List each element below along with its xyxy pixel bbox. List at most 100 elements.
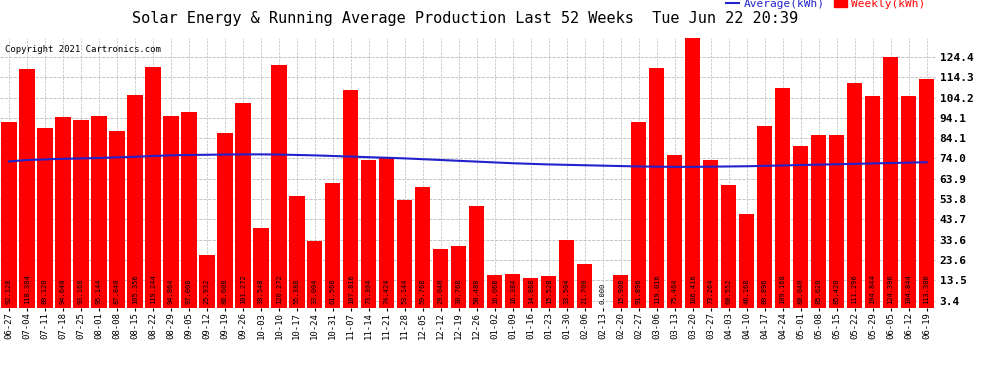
Text: 15.528: 15.528	[545, 279, 551, 304]
Text: 33.004: 33.004	[312, 279, 318, 304]
Bar	[344, 90, 358, 308]
Bar	[631, 122, 646, 308]
Text: 91.896: 91.896	[636, 279, 642, 304]
Bar	[487, 275, 502, 308]
Text: 86.608: 86.608	[222, 279, 228, 304]
Text: 85.620: 85.620	[816, 279, 822, 304]
Text: 14.868: 14.868	[528, 279, 534, 304]
Bar	[163, 116, 178, 308]
Text: 93.168: 93.168	[78, 279, 84, 304]
Bar	[613, 276, 629, 308]
Bar	[91, 116, 107, 308]
Bar	[757, 126, 772, 308]
Bar	[775, 87, 790, 308]
Text: 104.844: 104.844	[869, 275, 875, 304]
Bar	[865, 96, 880, 308]
Legend: Average(kWh), Weekly(kWh): Average(kWh), Weekly(kWh)	[722, 0, 930, 13]
Text: 59.768: 59.768	[420, 279, 426, 304]
Bar	[55, 117, 70, 308]
Bar	[667, 156, 682, 308]
Bar	[542, 276, 556, 308]
Text: 95.144: 95.144	[96, 279, 102, 304]
Text: 92.128: 92.128	[6, 279, 12, 304]
Bar	[685, 0, 700, 308]
Text: 15.900: 15.900	[618, 279, 624, 304]
Text: 80.040: 80.040	[798, 279, 804, 304]
Text: 94.640: 94.640	[60, 279, 66, 304]
Text: 33.504: 33.504	[563, 279, 569, 304]
Text: 104.844: 104.844	[906, 275, 912, 304]
Text: 89.896: 89.896	[761, 279, 767, 304]
Bar	[883, 57, 898, 308]
Bar	[415, 187, 431, 308]
Text: 50.480: 50.480	[474, 279, 480, 304]
Bar	[721, 186, 737, 308]
Bar	[1, 122, 17, 308]
Bar	[523, 278, 539, 308]
Bar	[128, 95, 143, 308]
Bar	[199, 255, 215, 308]
Bar	[253, 228, 268, 308]
Bar	[236, 104, 250, 308]
Text: 119.244: 119.244	[149, 275, 156, 304]
Text: 30.768: 30.768	[455, 279, 461, 304]
Bar	[217, 133, 233, 308]
Bar	[793, 146, 808, 308]
Bar	[146, 67, 160, 308]
Text: 94.864: 94.864	[168, 279, 174, 304]
Text: 46.168: 46.168	[743, 279, 749, 304]
Text: 55.388: 55.388	[294, 279, 300, 304]
Bar	[20, 69, 35, 308]
Bar	[38, 128, 52, 308]
Bar	[181, 112, 197, 308]
Text: 89.120: 89.120	[42, 279, 48, 304]
Bar	[109, 130, 125, 308]
Bar	[289, 196, 305, 308]
Text: 74.424: 74.424	[384, 279, 390, 304]
Bar	[846, 83, 862, 308]
Text: 113.300: 113.300	[924, 275, 930, 304]
Text: 166.416: 166.416	[690, 275, 696, 304]
Text: 73.304: 73.304	[366, 279, 372, 304]
Text: 87.840: 87.840	[114, 279, 120, 304]
Text: 75.464: 75.464	[671, 279, 678, 304]
Bar	[307, 241, 323, 308]
Bar	[271, 65, 286, 308]
Bar	[469, 206, 484, 308]
Bar	[829, 135, 844, 308]
Bar	[703, 160, 719, 308]
Bar	[811, 135, 827, 308]
Bar	[361, 160, 376, 308]
Text: 73.264: 73.264	[708, 279, 714, 304]
Text: 39.548: 39.548	[257, 279, 264, 304]
Bar	[379, 158, 394, 308]
Text: 118.304: 118.304	[24, 275, 30, 304]
Bar	[73, 120, 89, 308]
Text: 107.816: 107.816	[347, 275, 353, 304]
Text: 0.000: 0.000	[600, 283, 606, 304]
Bar	[901, 96, 916, 308]
Bar	[451, 246, 466, 308]
Text: Copyright 2021 Cartronics.com: Copyright 2021 Cartronics.com	[5, 45, 160, 54]
Bar	[577, 264, 592, 308]
Text: 97.000: 97.000	[186, 279, 192, 304]
Text: 16.384: 16.384	[510, 279, 516, 304]
Bar	[434, 249, 448, 308]
Bar	[505, 274, 521, 308]
Text: 60.552: 60.552	[726, 279, 732, 304]
Bar	[325, 183, 341, 308]
Text: 111.296: 111.296	[851, 275, 857, 304]
Bar	[739, 214, 754, 308]
Text: 29.048: 29.048	[438, 279, 444, 304]
Text: 25.932: 25.932	[204, 279, 210, 304]
Bar	[559, 240, 574, 308]
Text: 120.272: 120.272	[276, 275, 282, 304]
Text: 105.356: 105.356	[132, 275, 138, 304]
Bar	[397, 200, 413, 308]
Text: 16.068: 16.068	[492, 279, 498, 304]
Text: 61.560: 61.560	[330, 279, 336, 304]
Bar	[649, 68, 664, 308]
Text: 21.700: 21.700	[582, 279, 588, 304]
Text: 124.396: 124.396	[888, 275, 894, 304]
Text: 101.272: 101.272	[240, 275, 246, 304]
